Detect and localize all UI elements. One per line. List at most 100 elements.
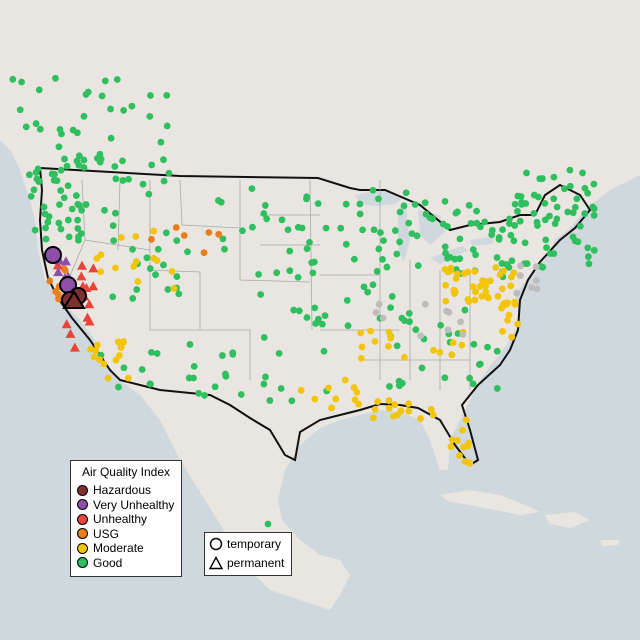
temporary-monitor-marker bbox=[482, 282, 490, 290]
temporary-monitor-marker bbox=[22, 123, 30, 131]
temporary-monitor-marker bbox=[275, 349, 283, 357]
temporary-monitor-marker bbox=[493, 347, 501, 355]
temporary-monitor-marker bbox=[418, 364, 426, 372]
temporary-monitor-marker bbox=[58, 130, 65, 138]
temporary-monitor-marker bbox=[371, 405, 379, 413]
temporary-monitor-marker bbox=[132, 258, 140, 265]
permanent-monitor-marker bbox=[53, 267, 64, 277]
temporary-monitor-marker bbox=[444, 326, 452, 334]
temporary-monitor-marker bbox=[505, 263, 513, 271]
temporary-monitor-marker bbox=[9, 75, 17, 83]
temporary-monitor-marker bbox=[46, 277, 54, 285]
temporary-monitor-marker bbox=[507, 282, 515, 290]
temporary-monitor-marker bbox=[117, 234, 125, 241]
temporary-monitor-marker bbox=[359, 226, 366, 234]
temporary-monitor-marker bbox=[469, 380, 477, 388]
temporary-monitor-marker bbox=[45, 213, 53, 220]
temporary-monitor-marker bbox=[430, 346, 437, 354]
temporary-monitor-marker bbox=[441, 374, 449, 382]
temporary-monitor-marker bbox=[459, 330, 467, 338]
triangle-icon bbox=[209, 555, 223, 569]
temporary-monitor-marker bbox=[16, 106, 24, 114]
temporary-monitor-marker bbox=[449, 339, 457, 347]
temporary-monitor-marker bbox=[119, 157, 126, 165]
temporary-monitor-marker bbox=[172, 224, 180, 231]
temporary-monitor-marker bbox=[42, 224, 49, 232]
temporary-monitor-marker bbox=[447, 264, 455, 272]
temporary-monitor-marker bbox=[36, 177, 43, 185]
temporary-monitor-marker bbox=[311, 395, 319, 403]
temporary-monitor-marker bbox=[566, 166, 574, 174]
temporary-monitor-marker bbox=[129, 295, 137, 302]
aqi-legend-item: Good bbox=[71, 556, 181, 571]
temporary-monitor-marker bbox=[461, 306, 469, 314]
temporary-monitor-marker bbox=[395, 381, 403, 389]
temporary-monitor-marker bbox=[146, 265, 154, 272]
temporary-monitor-marker bbox=[82, 201, 90, 208]
temporary-monitor-marker bbox=[421, 199, 429, 207]
temporary-monitor-marker bbox=[211, 383, 219, 391]
temporary-monitor-marker bbox=[294, 273, 302, 281]
temporary-monitor-marker bbox=[328, 404, 335, 412]
temporary-monitor-marker bbox=[222, 370, 229, 378]
temporary-monitor-marker bbox=[51, 170, 58, 178]
temporary-monitor-marker bbox=[75, 161, 83, 169]
temporary-monitor-marker bbox=[186, 341, 194, 348]
temporary-monitor-marker bbox=[201, 391, 208, 399]
temporary-monitor-marker bbox=[120, 364, 128, 372]
temporary-monitor-marker bbox=[390, 412, 397, 420]
temporary-monitor-marker bbox=[321, 312, 329, 320]
temporary-monitor-marker bbox=[447, 443, 455, 451]
temporary-monitor-marker bbox=[413, 232, 421, 240]
temporary-monitor-marker bbox=[494, 292, 502, 300]
temporary-monitor-marker bbox=[561, 185, 568, 193]
temporary-monitor-marker bbox=[134, 278, 142, 285]
temporary-monitor-marker bbox=[498, 260, 506, 267]
temporary-monitor-marker bbox=[290, 306, 298, 314]
temporary-monitor-marker bbox=[388, 293, 396, 300]
temporary-monitor-marker bbox=[467, 219, 475, 227]
temporary-monitor-marker bbox=[53, 177, 61, 185]
temporary-monitor-marker bbox=[160, 177, 168, 185]
temporary-monitor-marker bbox=[406, 318, 413, 326]
temporary-monitor-marker bbox=[148, 161, 156, 169]
temporary-monitor-marker bbox=[485, 294, 492, 302]
aqi-legend-label: USG bbox=[93, 526, 120, 541]
temporary-monitor-marker bbox=[405, 309, 413, 317]
temporary-monitor-marker bbox=[495, 235, 503, 243]
temporary-monitor-marker bbox=[522, 200, 530, 207]
temporary-monitor-marker bbox=[584, 244, 592, 252]
temporary-monitor-marker bbox=[200, 249, 208, 257]
temporary-monitor-marker bbox=[505, 311, 513, 319]
permanent-monitor-marker bbox=[60, 256, 71, 266]
temporary-monitor-marker bbox=[84, 88, 92, 96]
temporary-monitor-marker bbox=[341, 376, 349, 384]
temporary-monitor-marker bbox=[185, 374, 193, 382]
temporary-monitor-marker bbox=[357, 329, 365, 337]
temporary-monitor-marker bbox=[471, 296, 479, 304]
temporary-monitor-marker bbox=[343, 296, 351, 304]
temporary-monitor-marker bbox=[459, 426, 467, 434]
temporary-monitor-marker bbox=[450, 287, 458, 295]
temporary-monitor-marker bbox=[90, 353, 98, 361]
lake-huron bbox=[418, 210, 445, 245]
temporary-monitor-marker bbox=[482, 288, 490, 296]
temporary-monitor-marker bbox=[514, 320, 521, 328]
temporary-monitor-marker bbox=[160, 261, 167, 269]
temporary-monitor-marker bbox=[479, 277, 486, 285]
temporary-monitor-marker bbox=[448, 351, 456, 359]
temporary-monitor-marker bbox=[369, 186, 377, 194]
temporary-monitor-marker bbox=[173, 273, 181, 280]
temporary-monitor-marker bbox=[393, 342, 401, 350]
temporary-monitor-marker bbox=[74, 225, 82, 232]
temporary-monitor-marker bbox=[516, 217, 524, 225]
temporary-monitor-marker bbox=[528, 284, 536, 291]
temporary-monitor-marker bbox=[475, 361, 483, 368]
temporary-monitor-marker bbox=[64, 182, 72, 190]
temporary-monitor-marker bbox=[364, 288, 372, 296]
temporary-monitor-marker bbox=[546, 250, 554, 257]
permanent-monitor-marker bbox=[88, 281, 99, 291]
hazardous-permanent-marker bbox=[62, 290, 86, 309]
temporary-monitor-marker bbox=[63, 162, 71, 170]
temporary-monitor-marker bbox=[288, 397, 296, 405]
